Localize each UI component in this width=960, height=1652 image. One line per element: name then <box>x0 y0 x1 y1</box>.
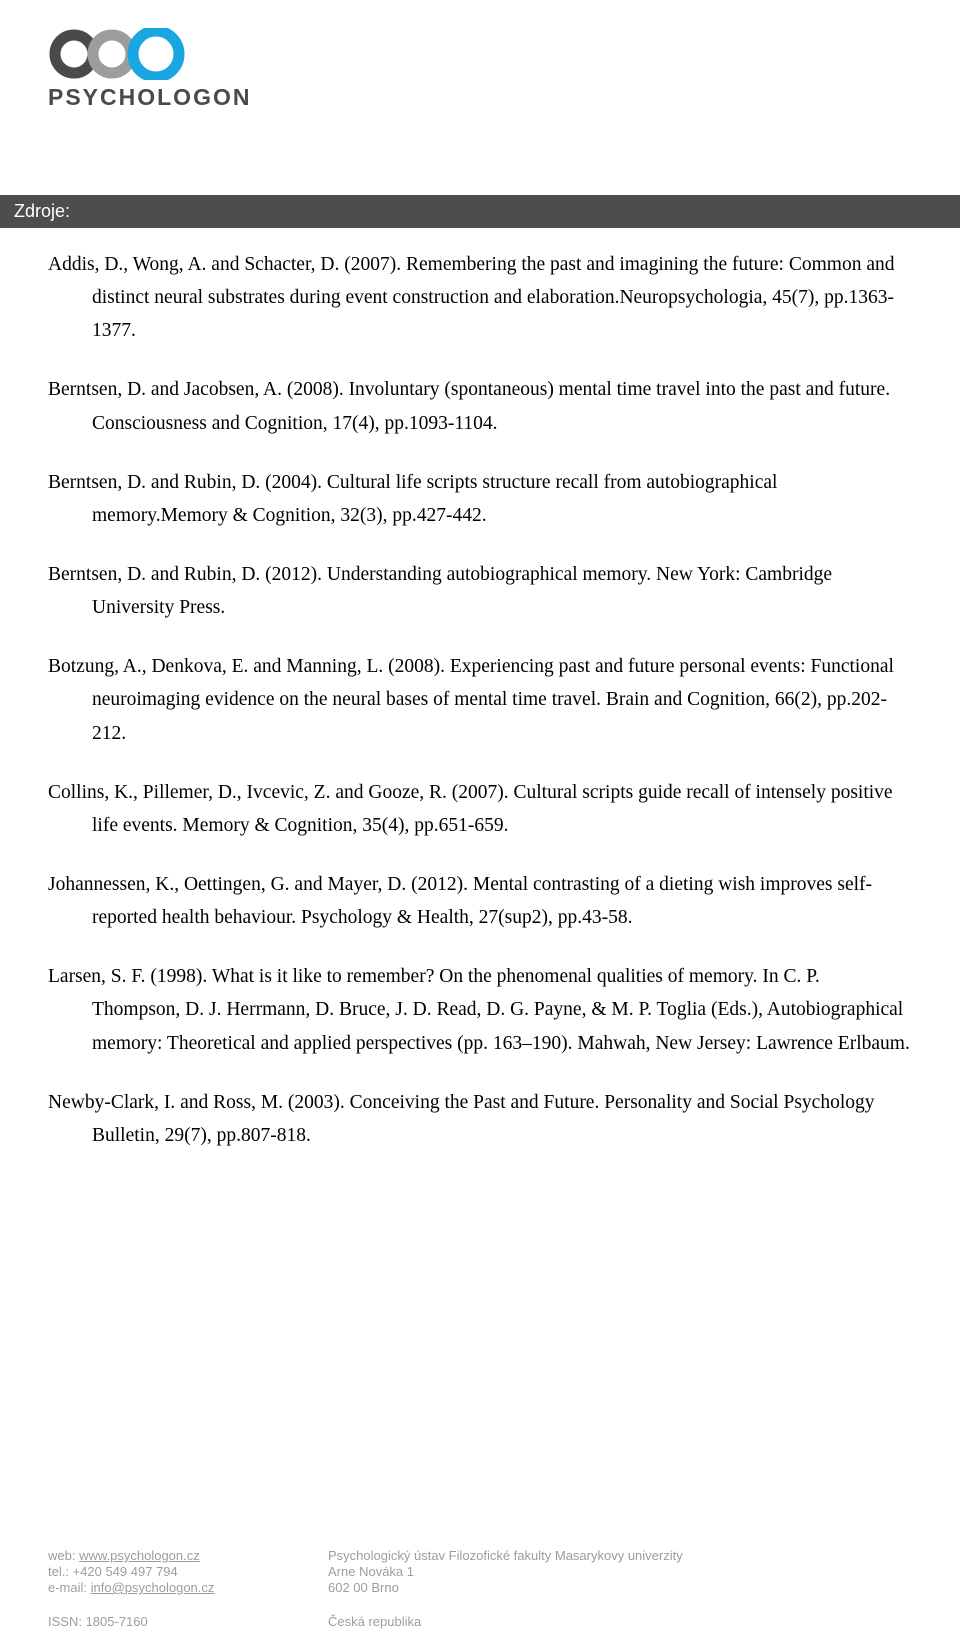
footer-street: Arne Nováka 1 <box>328 1564 910 1579</box>
logo: PSYCHOLOGON <box>48 28 251 111</box>
footer-issn-label: ISSN: <box>48 1614 86 1629</box>
section-header: Zdroje: <box>0 195 960 228</box>
footer-city: 602 00 Brno <box>328 1580 910 1595</box>
logo-text: PSYCHOLOGON <box>48 84 251 111</box>
references-list: Addis, D., Wong, A. and Schacter, D. (20… <box>48 248 910 1178</box>
footer-right: Psychologický ústav Filozofické fakulty … <box>328 1548 910 1630</box>
footer-country: Česká republika <box>328 1614 910 1629</box>
footer-tel-label: tel.: <box>48 1564 73 1579</box>
reference-item: Collins, K., Pillemer, D., Ivcevic, Z. a… <box>48 776 910 842</box>
reference-item: Botzung, A., Denkova, E. and Manning, L.… <box>48 650 910 749</box>
reference-item: Larsen, S. F. (1998). What is it like to… <box>48 960 910 1059</box>
footer-left: web: www.psychologon.cz tel.: +420 549 4… <box>48 1548 268 1630</box>
rings-icon <box>48 28 188 80</box>
footer-email-link[interactable]: info@psychologon.cz <box>91 1580 215 1595</box>
reference-item: Berntsen, D. and Jacobsen, A. (2008). In… <box>48 373 910 439</box>
reference-item: Johannessen, K., Oettingen, G. and Mayer… <box>48 868 910 934</box>
footer-issn-value: 1805-7160 <box>86 1614 148 1629</box>
footer-email-label: e-mail: <box>48 1580 91 1595</box>
reference-item: Addis, D., Wong, A. and Schacter, D. (20… <box>48 248 910 347</box>
footer-web-link[interactable]: www.psychologon.cz <box>79 1548 200 1563</box>
reference-item: Newby-Clark, I. and Ross, M. (2003). Con… <box>48 1086 910 1152</box>
footer-web-label: web: <box>48 1548 79 1563</box>
footer-tel-value: +420 549 497 794 <box>73 1564 178 1579</box>
reference-item: Berntsen, D. and Rubin, D. (2004). Cultu… <box>48 466 910 532</box>
footer: web: www.psychologon.cz tel.: +420 549 4… <box>48 1548 910 1630</box>
reference-item: Berntsen, D. and Rubin, D. (2012). Under… <box>48 558 910 624</box>
footer-institution: Psychologický ústav Filozofické fakulty … <box>328 1548 910 1563</box>
logo-rings <box>48 28 188 80</box>
